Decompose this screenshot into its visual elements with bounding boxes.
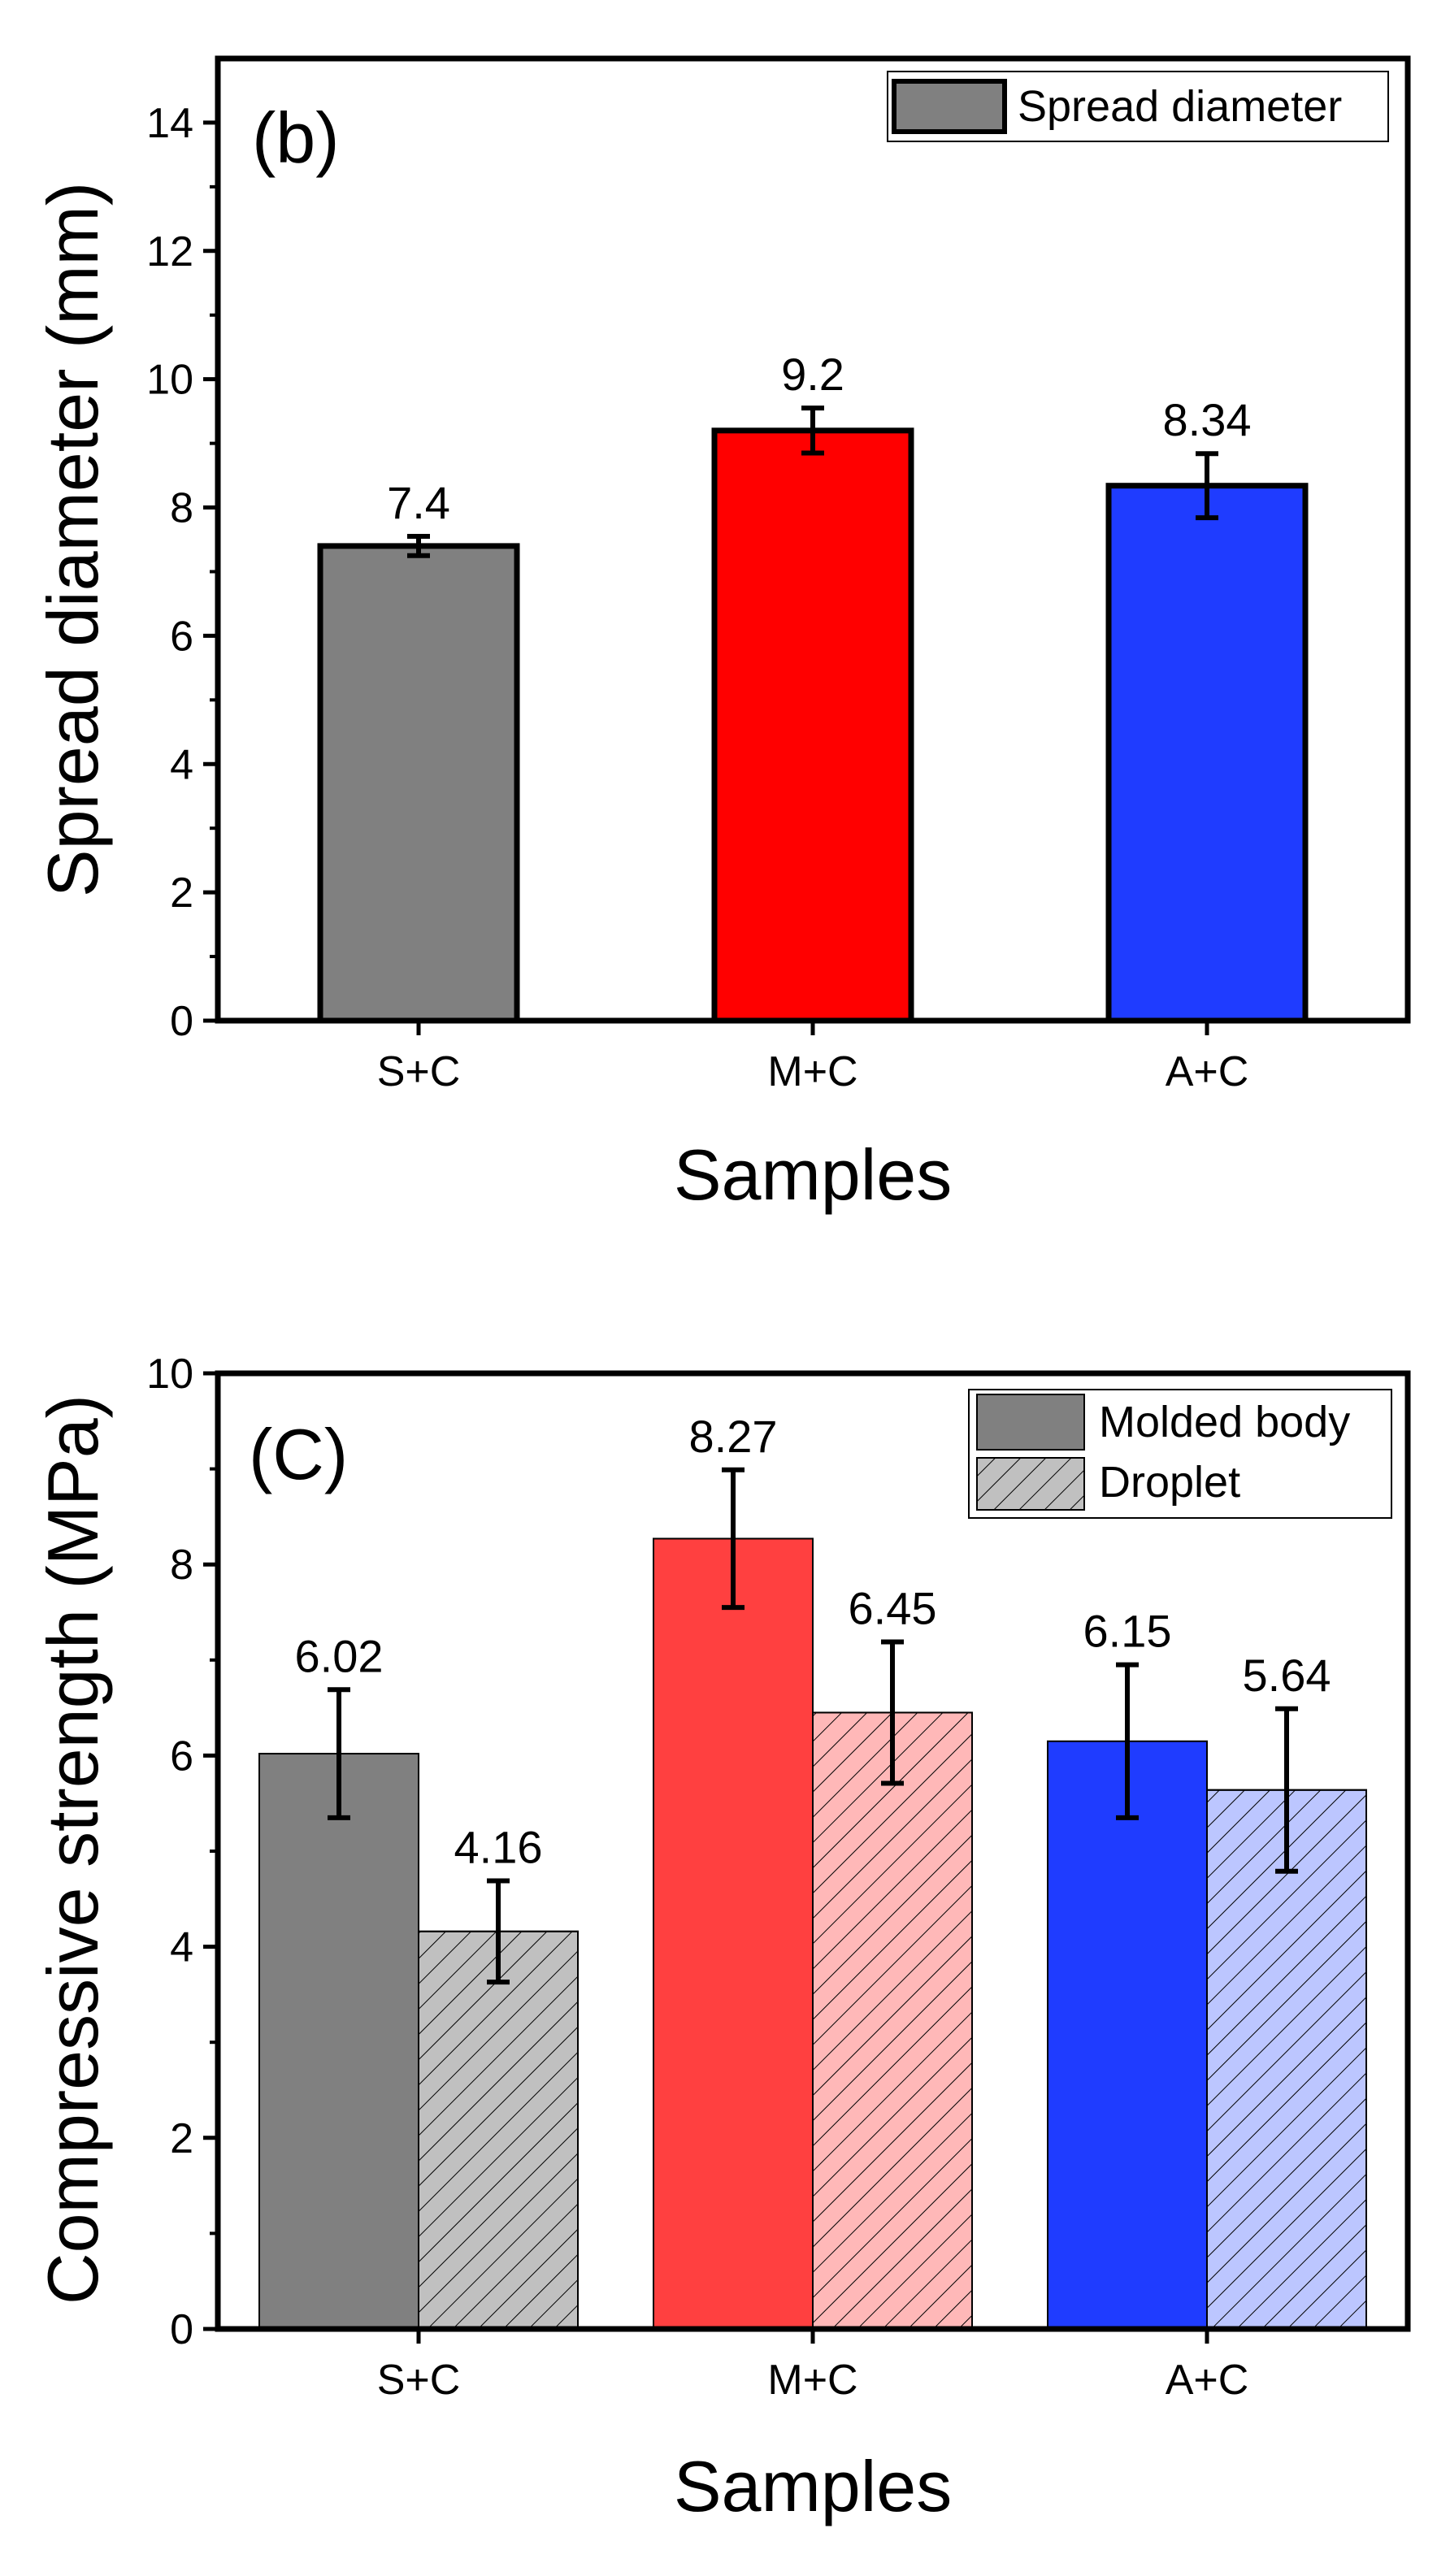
- y-tick-label-b-4: 4: [170, 741, 193, 788]
- value-label-c-s-c-droplet: 4.16: [454, 1821, 543, 1872]
- legend-label-molded-body: Molded body: [1099, 1398, 1350, 1446]
- y-tick-label-b-10: 10: [146, 357, 193, 404]
- legend-c: Molded body Droplet: [968, 1389, 1392, 1519]
- error-bar-c-s-c-moldedbody: [328, 1687, 350, 1820]
- value-label-c-m-c-moldedbody: 8.27: [689, 1411, 778, 1462]
- error-bar-c-s-c-droplet: [487, 1878, 510, 1985]
- x-tick-label-c-s-c: S+C: [377, 2357, 461, 2404]
- legend-b: Spread diameter: [887, 71, 1389, 142]
- value-label-c-a-c-moldedbody: 6.15: [1083, 1606, 1172, 1657]
- x-tick-label-c-m-c: M+C: [767, 2357, 857, 2404]
- y-tick-label-c-10: 10: [146, 1351, 193, 1398]
- x-tick-label-b-s-c: S+C: [377, 1048, 461, 1095]
- y-axis-title-c: Compressive strength (MPa): [33, 1394, 113, 2305]
- y-tick-label-b-6: 6: [170, 613, 193, 660]
- error-bar-c-a-c-droplet: [1275, 1706, 1298, 1874]
- error-bar-b-m-c: [801, 405, 824, 456]
- chart-panel-b: 0 2 4 6 8 10 12 14 S+C M+C A+C 7.4 9.2 8.34 (b) Spr…: [33, 55, 1411, 1215]
- value-label-b-m-c: 9.2: [781, 349, 844, 400]
- y-tick-label-b-8: 8: [170, 485, 193, 532]
- x-tick-label-b-m-c: M+C: [767, 1048, 857, 1095]
- plot-frame-c: [215, 1370, 1411, 2332]
- y-tick-label-b-14: 14: [146, 100, 193, 147]
- y-tick-label-c-6: 6: [170, 1733, 193, 1780]
- bar-c-m-c-moldedbody: [653, 1537, 814, 2330]
- bar-c-a-c-moldedbody: [1047, 1740, 1208, 2330]
- value-label-b-a-c: 8.34: [1163, 394, 1252, 445]
- value-label-c-s-c-moldedbody: 6.02: [295, 1630, 384, 1681]
- legend-label-droplet: Droplet: [1099, 1458, 1240, 1507]
- value-label-c-a-c-droplet: 5.64: [1243, 1650, 1331, 1701]
- y-tick-label-c-2: 2: [170, 2115, 193, 2162]
- y-tick-label-b-0: 0: [170, 998, 193, 1045]
- bar-c-s-c-moldedbody: [258, 1753, 419, 2331]
- error-bar-c-m-c-moldedbody: [722, 1467, 745, 1611]
- bar-hatch-c-m-c-droplet: [812, 1711, 973, 2330]
- x-axis-title-c: Samples: [674, 2446, 952, 2526]
- bar-b-s-c: [317, 543, 520, 1024]
- legend-swatch-droplet-hatch: [976, 1457, 1085, 1511]
- y-tick-label-c-4: 4: [170, 1924, 193, 1971]
- y-tick-label-b-2: 2: [170, 870, 193, 917]
- error-bar-c-m-c-droplet: [881, 1639, 904, 1786]
- legend-label-spread-diameter: Spread diameter: [1018, 82, 1342, 131]
- x-tick-label-b-a-c: A+C: [1166, 1048, 1249, 1095]
- legend-swatch-molded-body: [976, 1394, 1085, 1451]
- bar-b-m-c: [711, 427, 914, 1024]
- bar-hatch-c-a-c-droplet: [1206, 1789, 1367, 2331]
- y-tick-label-c-8: 8: [170, 1542, 193, 1589]
- x-tick-label-c-a-c: A+C: [1166, 2357, 1249, 2404]
- chart-panel-c: 0 2 4 6 8 10 S+C M+C A+C 6.02 4.16 8.27 6.45 6.15 5.…: [33, 1351, 1411, 2526]
- error-bar-b-s-c: [407, 534, 430, 558]
- bar-b-a-c: [1105, 483, 1309, 1024]
- plot-frame-b: [215, 55, 1411, 1024]
- panel-label-b: (b): [252, 98, 340, 178]
- value-label-c-m-c-droplet: 6.45: [849, 1582, 937, 1633]
- legend-swatch-spread-diameter: [892, 79, 1007, 134]
- error-bar-b-a-c: [1196, 451, 1218, 521]
- x-axis-title-b: Samples: [674, 1134, 952, 1215]
- bar-hatch-c-s-c-droplet: [418, 1930, 579, 2330]
- y-tick-label-c-0: 0: [170, 2306, 193, 2353]
- error-bar-c-a-c-moldedbody: [1116, 1662, 1139, 1820]
- panel-label-c: (C): [249, 1414, 348, 1494]
- value-label-b-s-c: 7.4: [387, 477, 450, 528]
- y-tick-label-b-12: 12: [146, 228, 193, 275]
- y-axis-title-b: Spread diameter (mm): [33, 182, 113, 897]
